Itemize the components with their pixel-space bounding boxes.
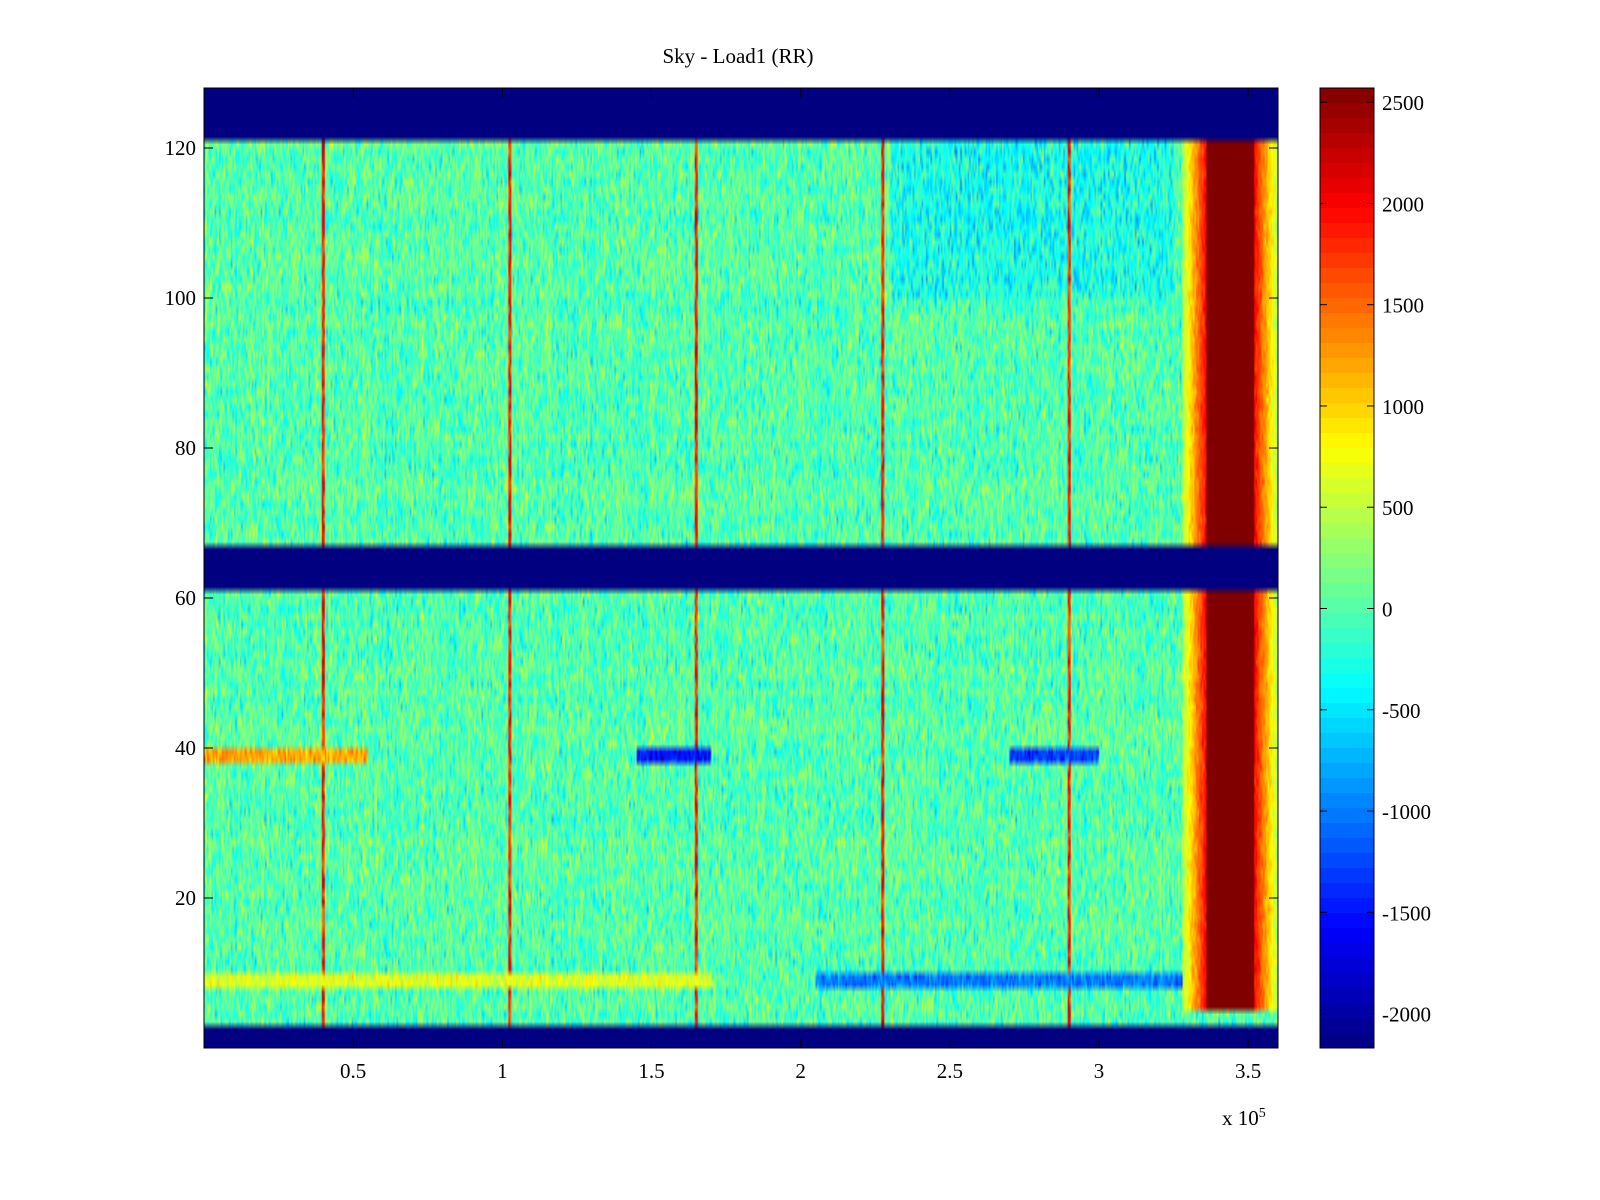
- colorbar-tick-label: -500: [1382, 699, 1421, 723]
- colorbar-frame: [1319, 87, 1375, 1049]
- x-tick: 3: [1094, 88, 1105, 1083]
- y-tick: 80: [175, 436, 1278, 460]
- plot-frame: [203, 87, 1279, 1049]
- y-tick: 100: [165, 286, 1278, 310]
- x-tick-label: 1: [497, 1059, 508, 1083]
- colorbar-tick: 1000: [1320, 395, 1424, 419]
- chart-title: Sky - Load1 (RR): [662, 44, 813, 68]
- x-axis: 0.5 1 1.5 2 2.5 3 3.5: [340, 88, 1261, 1083]
- colorbar-tick: -1000: [1320, 800, 1431, 824]
- x-tick: 3.5: [1235, 88, 1261, 1083]
- colorbar-tick: -2000: [1320, 1003, 1431, 1027]
- x-tick-label: 2.5: [937, 1059, 963, 1083]
- x-tick-label: 2: [795, 1059, 806, 1083]
- y-tick: 120: [165, 136, 1278, 160]
- colorbar: 2500 2000 1500 1000 500 0 -500 -1000 -1500 -2000: [1319, 87, 1431, 1049]
- y-tick-label: 100: [165, 286, 197, 310]
- colorbar-tick: 0: [1320, 598, 1393, 622]
- x-tick-label: 0.5: [340, 1059, 366, 1083]
- x-axis-multiplier: x 105: [1222, 1106, 1266, 1130]
- colorbar-tick: 2000: [1320, 192, 1424, 216]
- colorbar-tick-label: 0: [1382, 598, 1393, 622]
- colorbar-tick-label: -1000: [1382, 800, 1431, 824]
- plot-area: [203, 87, 1279, 1049]
- y-tick-label: 40: [175, 736, 196, 760]
- x-multiplier-exponent: 5: [1259, 1106, 1266, 1121]
- colorbar-tick-label: 1500: [1382, 294, 1424, 318]
- y-tick-label: 60: [175, 586, 196, 610]
- colorbar-tick: 1500: [1320, 294, 1424, 318]
- colorbar-tick-label: 2500: [1382, 91, 1424, 115]
- y-tick-label: 120: [165, 136, 197, 160]
- colorbar-tick-label: 500: [1382, 496, 1414, 520]
- y-tick-label: 20: [175, 886, 196, 910]
- y-tick: 20: [175, 886, 1278, 910]
- x-tick-label: 3.5: [1235, 1059, 1261, 1083]
- x-tick: 0.5: [340, 88, 366, 1083]
- colorbar-tick: -500: [1320, 699, 1421, 723]
- colorbar-ticks: 2500 2000 1500 1000 500 0 -500 -1000 -1500 -2000: [1320, 91, 1431, 1027]
- heatmap-image: [204, 88, 1278, 1048]
- y-tick: 40: [175, 736, 1278, 760]
- colorbar-tick-label: 2000: [1382, 192, 1424, 216]
- y-axis: 20 40 60 80 100 120: [165, 136, 1278, 910]
- x-tick: 2.5: [937, 88, 963, 1083]
- colorbar-tick-label: 1000: [1382, 395, 1424, 419]
- y-tick: 60: [175, 586, 1278, 610]
- colorbar-tick-label: -2000: [1382, 1003, 1431, 1027]
- colorbar-tick: 2500: [1320, 91, 1424, 115]
- x-tick-label: 1.5: [638, 1059, 664, 1083]
- x-tick: 1.5: [638, 88, 665, 1083]
- colorbar-gradient: [1320, 88, 1374, 1048]
- x-tick: 2: [795, 88, 806, 1083]
- colorbar-tick: -1500: [1320, 901, 1431, 925]
- x-tick: 1: [497, 88, 508, 1083]
- y-tick-label: 80: [175, 436, 196, 460]
- colorbar-tick-label: -1500: [1382, 901, 1431, 925]
- colorbar-tick: 500: [1320, 496, 1414, 520]
- x-multiplier-base: x 10: [1222, 1106, 1259, 1130]
- x-tick-label: 3: [1094, 1059, 1105, 1083]
